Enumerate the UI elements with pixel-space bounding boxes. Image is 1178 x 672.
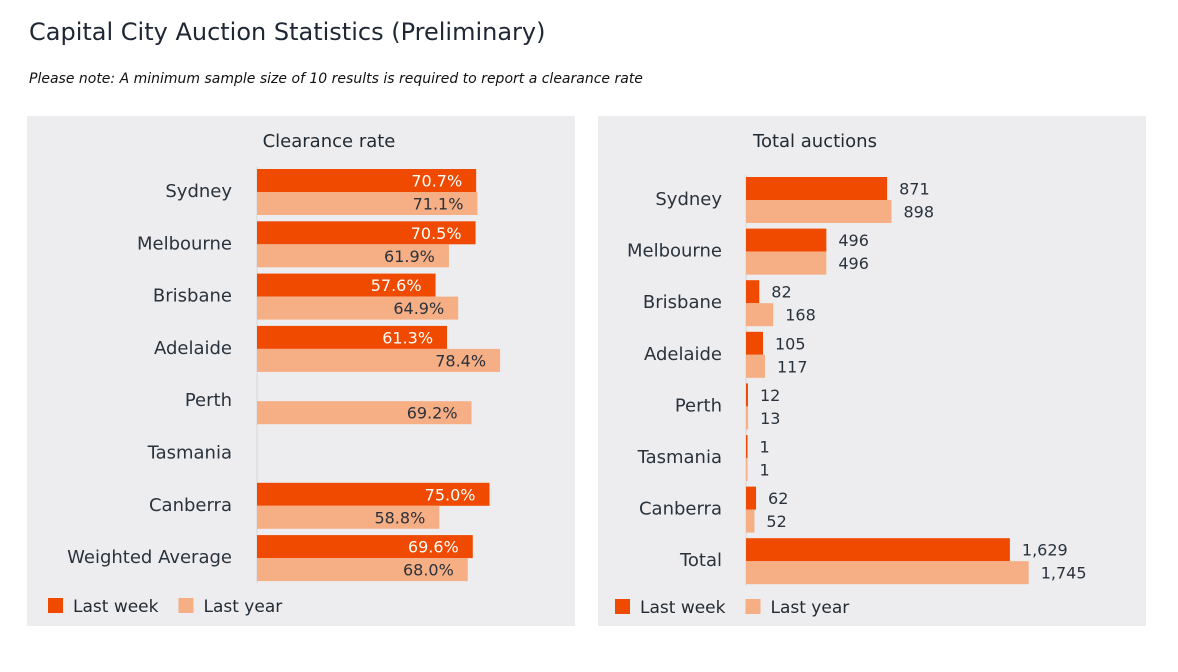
bar-last-year-weighted-average [257, 558, 468, 582]
legend-swatch-last-year [178, 598, 194, 613]
legend-label-last-year: Last year [203, 597, 282, 617]
chart-title: Total auctions [752, 131, 877, 152]
page-title: Capital City Auction Statistics (Prelimi… [29, 18, 546, 46]
legend-swatch-last-year [745, 599, 761, 614]
data-label-last-year-melbourne: 61.9% [384, 247, 435, 266]
legend-swatch-last-week [615, 599, 630, 614]
data-label-last-year-canberra: 58.8% [374, 508, 425, 527]
bar-last-year-brisbane [746, 303, 774, 327]
data-label-last-week-melbourne: 70.5% [411, 224, 462, 243]
legend-label-last-week: Last week [640, 598, 726, 618]
data-label-last-year-perth: 69.2% [407, 404, 458, 423]
bar-last-week-total [746, 538, 1010, 562]
bar-last-week-weighted-average [257, 535, 473, 559]
bar-last-week-sydney [257, 169, 477, 192]
data-label-last-year-adelaide: 78.4% [435, 351, 486, 370]
data-label-last-year-adelaide: 117 [777, 357, 808, 376]
category-label-perth: Perth [185, 390, 232, 411]
total-auctions-chart: Total auctions Sydney 871 898 Melbourne 496 49… [615, 131, 1087, 618]
bar-last-week-adelaide [257, 325, 448, 349]
category-label-weighted-average: Weighted Average [67, 547, 232, 568]
bar-last-year-sydney [257, 192, 478, 215]
bar-last-year-total [746, 561, 1029, 585]
data-label-last-year-melbourne: 496 [838, 254, 869, 273]
data-label-last-year-canberra: 52 [766, 512, 786, 531]
data-label-last-year-tasmania: 1 [760, 461, 770, 480]
data-label-last-year-brisbane: 64.9% [393, 299, 444, 318]
data-label-last-week-adelaide: 105 [775, 334, 806, 353]
category-label-perth: Perth [675, 395, 722, 416]
data-label-last-week-brisbane: 57.6% [371, 276, 422, 295]
data-label-last-week-sydney: 871 [899, 180, 930, 199]
category-label-brisbane: Brisbane [153, 286, 232, 307]
data-label-last-week-canberra: 62 [768, 489, 788, 508]
data-label-last-week-canberra: 75.0% [425, 485, 476, 504]
bar-last-week-melbourne [746, 228, 827, 252]
bar-last-year-melbourne [746, 251, 827, 275]
legend-label-last-year: Last year [770, 598, 849, 618]
total-auctions-panel: Total auctions Sydney 871 898 Melbourne 496 49… [598, 116, 1146, 626]
legend-label-last-week: Last week [73, 597, 159, 617]
clearance-rate-chart: Clearance rate Sydney 70.7% 71.1% Melbourne 7… [48, 131, 501, 617]
data-label-last-week-melbourne: 496 [838, 231, 869, 250]
bar-last-year-brisbane [257, 296, 459, 320]
data-label-last-week-tasmania: 1 [760, 438, 770, 457]
sample-size-note: Please note: A minimum sample size of 10… [29, 71, 643, 87]
bar-last-week-perth [746, 383, 748, 407]
category-label-total: Total [679, 550, 722, 571]
data-label-last-year-total: 1,745 [1041, 564, 1087, 583]
category-label-melbourne: Melbourne [627, 241, 722, 262]
data-label-last-week-adelaide: 61.3% [382, 328, 433, 347]
category-label-sydney: Sydney [655, 189, 722, 210]
data-label-last-week-weighted-average: 69.6% [408, 538, 459, 557]
bar-last-year-perth [746, 406, 749, 430]
bar-last-year-canberra [746, 509, 755, 533]
data-label-last-year-perth: 13 [760, 409, 780, 428]
category-label-adelaide: Adelaide [644, 344, 722, 365]
legend-swatch-last-week [48, 598, 63, 613]
category-label-canberra: Canberra [639, 499, 722, 520]
data-label-last-week-perth: 12 [760, 386, 780, 405]
bar-last-year-perth [257, 401, 472, 425]
data-label-last-year-weighted-average: 68.0% [403, 561, 454, 580]
data-label-last-week-total: 1,629 [1022, 541, 1068, 560]
bar-last-week-canberra [746, 486, 757, 510]
data-label-last-week-brisbane: 82 [771, 283, 791, 302]
category-label-adelaide: Adelaide [154, 338, 232, 359]
bar-last-week-tasmania [746, 435, 748, 458]
bar-last-year-sydney [746, 200, 892, 223]
bar-last-year-adelaide [257, 348, 501, 372]
bar-last-week-canberra [257, 482, 490, 506]
clearance-rate-panel: Clearance rate Sydney 70.7% 71.1% Melbourne 7… [27, 116, 575, 626]
category-label-canberra: Canberra [149, 495, 232, 516]
data-label-last-year-sydney: 71.1% [413, 195, 464, 214]
bar-last-year-canberra [257, 505, 440, 529]
bar-last-year-tasmania [746, 458, 748, 481]
category-label-melbourne: Melbourne [137, 233, 232, 254]
data-label-last-year-brisbane: 168 [785, 306, 816, 325]
category-label-tasmania: Tasmania [147, 443, 232, 464]
bar-last-year-adelaide [746, 354, 765, 378]
category-label-tasmania: Tasmania [637, 447, 722, 468]
chart-title: Clearance rate [263, 131, 396, 152]
bar-last-year-melbourne [257, 244, 449, 268]
bar-last-week-adelaide [746, 331, 764, 355]
data-label-last-week-sydney: 70.7% [411, 172, 462, 191]
category-label-sydney: Sydney [165, 181, 232, 202]
bar-last-week-brisbane [746, 280, 760, 304]
bar-last-week-melbourne [257, 221, 476, 245]
data-label-last-year-sydney: 898 [903, 203, 934, 222]
category-label-brisbane: Brisbane [643, 292, 722, 313]
bar-last-week-sydney [746, 177, 888, 200]
bar-last-week-brisbane [257, 273, 436, 297]
